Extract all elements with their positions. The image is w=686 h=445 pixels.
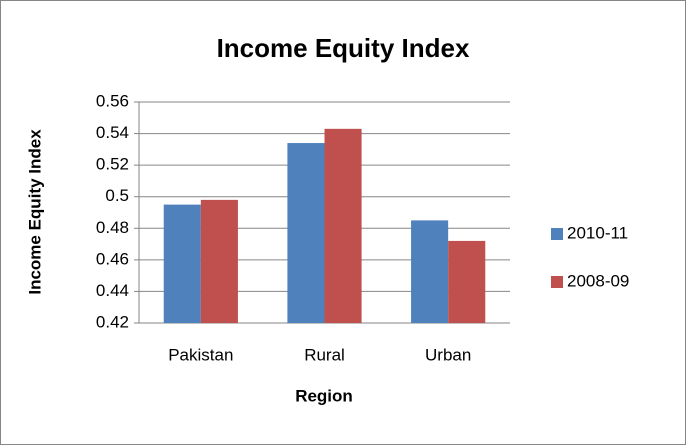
y-tick-label: 0.46 (96, 249, 129, 268)
y-tick-label: 0.48 (96, 218, 129, 237)
bar (287, 143, 325, 323)
y-tick-label: 0.52 (96, 155, 129, 174)
legend-swatch (551, 276, 563, 288)
y-tick-label: 0.56 (96, 91, 129, 110)
y-axis-title: Income Equity Index (25, 129, 44, 295)
x-tick-label: Pakistan (168, 345, 233, 364)
y-tick-label: 0.44 (96, 281, 129, 300)
legend-swatch (551, 228, 563, 240)
bar (448, 240, 486, 323)
x-axis-title: Region (295, 386, 353, 405)
y-tick-label: 0.42 (96, 312, 129, 331)
y-tick-label: 0.5 (105, 186, 129, 205)
bar (200, 199, 238, 323)
chart-title: Income Equity Index (217, 33, 470, 63)
x-tick-label: Rural (304, 345, 345, 364)
bar (324, 128, 362, 323)
bar (411, 220, 449, 323)
legend-label: 2010-11 (567, 223, 628, 242)
y-tick-label: 0.54 (96, 123, 129, 142)
x-tick-label: Urban (425, 345, 471, 364)
bar (163, 204, 201, 323)
legend-label: 2008-09 (567, 271, 629, 290)
